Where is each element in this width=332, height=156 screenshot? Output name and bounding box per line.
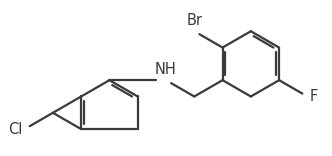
Text: NH: NH: [155, 62, 177, 77]
Text: Br: Br: [186, 13, 202, 28]
Text: F: F: [309, 89, 318, 104]
Text: Cl: Cl: [8, 122, 23, 137]
